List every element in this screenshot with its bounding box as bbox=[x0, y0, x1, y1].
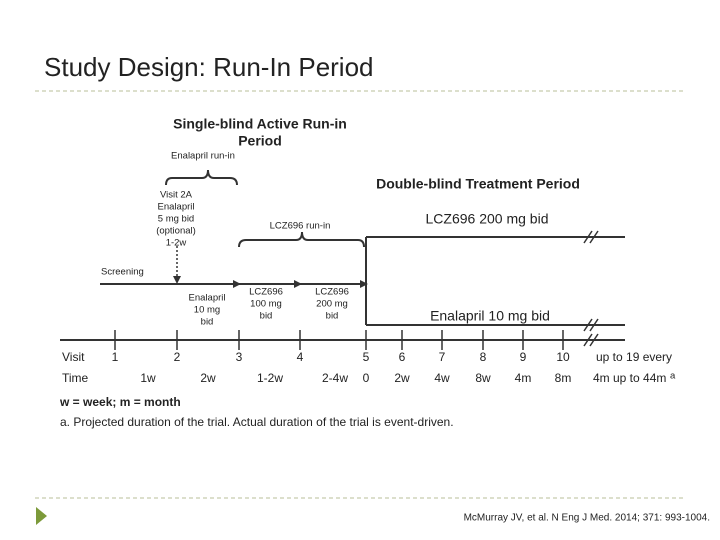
time-label: 2w bbox=[394, 371, 410, 385]
heading: Single-blind Active Run-in bbox=[173, 116, 347, 132]
time-label: 2-4w bbox=[322, 371, 348, 385]
visit-label: 6 bbox=[399, 350, 406, 364]
visit-label: 8 bbox=[480, 350, 487, 364]
row-label: Visit bbox=[62, 350, 85, 364]
label-line: Visit 2A bbox=[160, 190, 193, 201]
time-label: 4w bbox=[434, 371, 450, 385]
label-line: bid bbox=[326, 311, 339, 322]
label: LCZ696 run-in bbox=[270, 221, 331, 232]
label-line: 200 mg bbox=[316, 299, 348, 310]
time-label: 4m bbox=[515, 371, 532, 385]
label: Screening bbox=[101, 267, 144, 278]
label-line: LCZ696 bbox=[315, 287, 349, 298]
note: a. Projected duration of the trial. Actu… bbox=[60, 415, 454, 429]
label-line: 1-2w bbox=[166, 238, 187, 249]
time-label: 2w bbox=[200, 371, 216, 385]
time-label: 1w bbox=[140, 371, 156, 385]
time-label: 4m up to 44m bbox=[593, 371, 666, 385]
time-label: 0 bbox=[363, 371, 370, 385]
footnote-mark: a bbox=[670, 371, 676, 382]
label-line: 100 mg bbox=[250, 299, 282, 310]
time-label: 8w bbox=[475, 371, 491, 385]
label-line: Enalapril bbox=[189, 293, 226, 304]
heading: Double-blind Treatment Period bbox=[376, 176, 580, 192]
visit-label: 10 bbox=[556, 350, 570, 364]
visit-label: up to 19 every bbox=[596, 350, 672, 364]
citation: McMurray JV, et al. N Eng J Med. 2014; 3… bbox=[464, 513, 710, 524]
label-line: (optional) bbox=[156, 226, 196, 237]
visit-label: 9 bbox=[520, 350, 527, 364]
time-label: 1-2w bbox=[257, 371, 283, 385]
visit-label: 2 bbox=[174, 350, 181, 364]
heading: Period bbox=[238, 133, 282, 149]
label: Enalapril run-in bbox=[171, 151, 235, 162]
time-label: 8m bbox=[555, 371, 572, 385]
arrowheads bbox=[173, 276, 368, 288]
bullet bbox=[36, 507, 47, 525]
label-line: 10 mg bbox=[194, 305, 220, 316]
visit-label: 1 bbox=[112, 350, 119, 364]
label-line: 5 mg bid bbox=[158, 214, 194, 225]
visit-label: 7 bbox=[439, 350, 446, 364]
timeline-labels: 1 2 3 4 5 6 7 8 9 10 up to 19 every 1w 2w 1-2w 2-4w 0 2w… bbox=[112, 350, 676, 385]
arm-label: LCZ696 200 mg bid bbox=[426, 211, 549, 227]
label-line: bid bbox=[260, 311, 273, 322]
note: w = week; m = month bbox=[59, 395, 181, 409]
visit-label: 5 bbox=[363, 350, 370, 364]
label-line: LCZ696 bbox=[249, 287, 283, 298]
label-line: bid bbox=[201, 317, 214, 328]
slide-title: Study Design: Run-In Period bbox=[44, 52, 374, 82]
visit-label: 3 bbox=[236, 350, 243, 364]
label-line: Enalapril bbox=[158, 202, 195, 213]
diagram-lines bbox=[60, 169, 625, 350]
arm-label: Enalapril 10 mg bid bbox=[430, 308, 550, 324]
row-label: Time bbox=[62, 371, 89, 385]
visit-label: 4 bbox=[297, 350, 304, 364]
